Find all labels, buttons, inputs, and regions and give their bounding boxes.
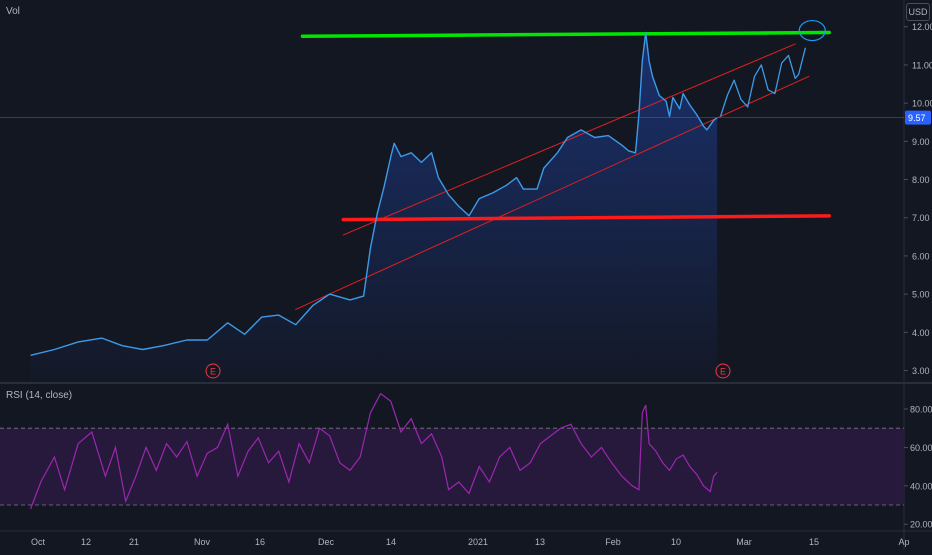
price-tick-label: 10.00: [912, 99, 932, 109]
time-tick-label: 13: [535, 537, 545, 547]
resistance-horizontal-line[interactable]: [300, 30, 831, 39]
earnings-marker[interactable]: [715, 363, 731, 379]
rsi-tick-label: 20.00: [910, 520, 932, 530]
price-tick-label: 6.00: [912, 251, 930, 261]
earnings-marker[interactable]: [205, 363, 221, 379]
time-tick-label: 16: [255, 537, 265, 547]
price-series-line: [30, 31, 718, 356]
rsi-pane[interactable]: 20.00 40.00 60.00 80.00: [0, 392, 932, 530]
rsi-tick-label: 60.00: [910, 443, 932, 453]
currency-badge[interactable]: USD: [906, 3, 930, 21]
price-tick-label: 8.00: [912, 175, 930, 185]
rsi-tick-label: 40.00: [910, 481, 932, 491]
projection-path[interactable]: [719, 47, 807, 117]
last-price-tag-label: 9.57: [908, 113, 926, 123]
time-tick-label: 2021: [468, 537, 488, 547]
time-tick-label: Feb: [605, 537, 621, 547]
channel-upper-trendline[interactable]: [342, 43, 796, 236]
price-tick-label: 7.00: [912, 213, 930, 223]
time-tick-label: Oct: [31, 537, 46, 547]
price-tick-label: 11.00: [912, 60, 932, 70]
time-tick-label: 15: [809, 537, 819, 547]
price-tick-label: 3.00: [912, 366, 930, 376]
target-circle-annotation[interactable]: [798, 19, 826, 42]
rsi-tick-label: 80.00: [910, 404, 932, 414]
channel-lower-trendline[interactable]: [295, 75, 810, 310]
last-price-tag[interactable]: [905, 110, 931, 125]
time-tick-label: 12: [81, 537, 91, 547]
rsi-indicator-label[interactable]: RSI (14, close): [6, 390, 73, 401]
time-tick-label: 21: [129, 537, 139, 547]
drawing-layer[interactable]: [295, 19, 831, 310]
time-tick-label: 14: [386, 537, 396, 547]
time-tick-label: Nov: [194, 537, 211, 547]
price-tick-label: 5.00: [912, 290, 930, 300]
price-axis[interactable]: 3.00 4.00 5.00 6.00 7.00 8.00 9.00 10.00 11.00 12…: [904, 22, 932, 376]
main-series-label: Vol: [6, 6, 20, 17]
price-tick-label: 12.00: [912, 22, 932, 32]
earnings-marker-label: E: [720, 367, 726, 377]
time-axis[interactable]: Oct 12 21 Nov 16 Dec 14 2021 13 Feb 10 Mar 15 Ap: [31, 537, 910, 547]
earnings-marker-label: E: [210, 367, 216, 377]
price-tick-label: 4.00: [912, 328, 930, 338]
support-horizontal-line[interactable]: [341, 214, 831, 222]
price-area-shape: [30, 32, 718, 382]
time-tick-label: Ap: [898, 537, 909, 547]
price-area-fill: [30, 32, 718, 382]
price-line-layer: [0, 31, 904, 356]
time-tick-label: Dec: [318, 537, 335, 547]
rsi-band-fill: [0, 428, 904, 506]
time-tick-label: 10: [671, 537, 681, 547]
price-tick-label: 9.00: [912, 137, 930, 147]
rsi-line: [30, 392, 718, 510]
time-tick-label: Mar: [736, 537, 752, 547]
